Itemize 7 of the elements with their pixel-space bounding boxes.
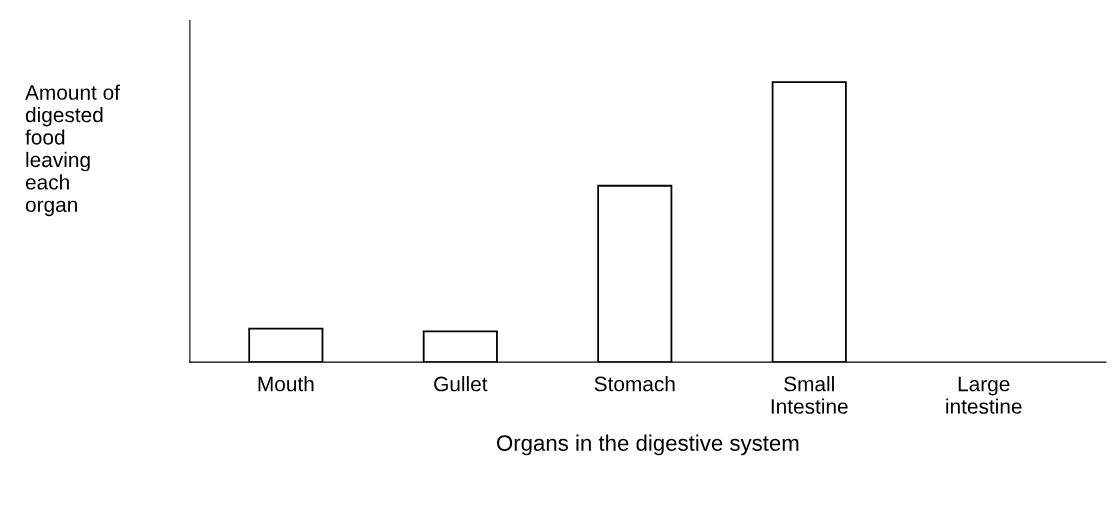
- x-tick-label: Small Intestine: [771, 376, 848, 414]
- x-tick-label: Stomach: [594, 376, 675, 392]
- y-axis-title: Amount of digested food leaving each organ: [25, 84, 121, 217]
- x-tick-label: Large intestine: [946, 376, 1022, 414]
- x-tick-label: Mouth: [258, 376, 314, 392]
- x-axis-title: Organs in the digestive system: [497, 434, 799, 456]
- x-tick-label: Gullet: [434, 376, 488, 392]
